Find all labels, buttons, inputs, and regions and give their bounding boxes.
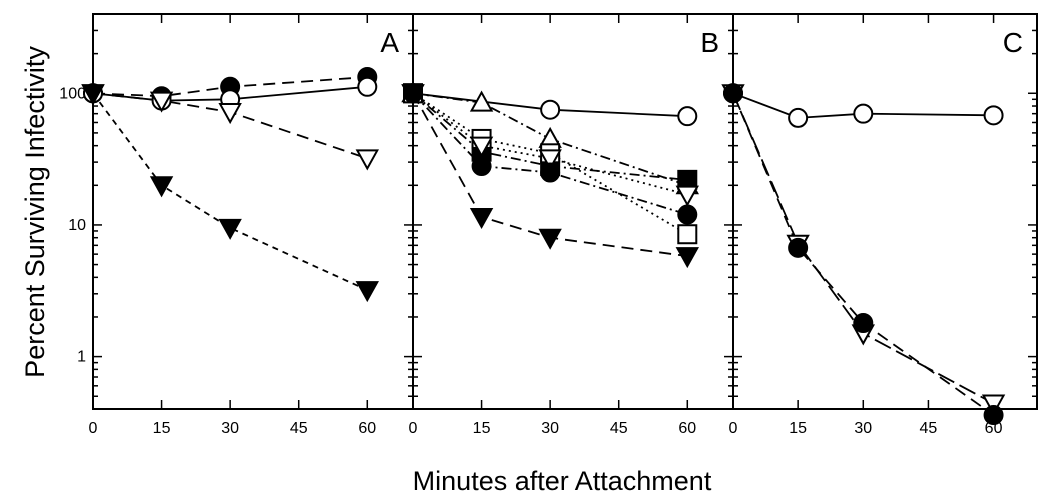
series-line (92, 92, 368, 160)
data-point-triangle-down-open (355, 149, 379, 171)
series-line (412, 92, 688, 181)
x-tick-label: 15 (789, 420, 807, 437)
data-point-triangle-down-open (469, 136, 494, 158)
data-point-triangle-down-filled (538, 228, 562, 250)
series-line (92, 85, 368, 102)
data-point-triangle-down-filled (469, 207, 494, 230)
data-point-circle-filled (471, 156, 492, 177)
data-point-circle-open (853, 103, 874, 124)
data-point-circle-open (540, 99, 561, 120)
x-tick-label: 45 (920, 420, 938, 437)
labels-layer: Percent Surviving Infectivity Minutes af… (20, 46, 712, 496)
panel-letter: A (380, 27, 399, 58)
data-point-triangle-up-open (469, 90, 494, 112)
x-tick-label: 30 (541, 420, 559, 437)
y-axis-title: Percent Surviving Infectivity (20, 46, 50, 378)
series-line (412, 92, 688, 196)
data-point-square-open (677, 224, 698, 245)
data-point-circle-open (788, 107, 809, 128)
x-tick-label: 0 (729, 420, 738, 437)
data-point-triangle-down-filled (675, 247, 699, 269)
series-line (92, 92, 368, 291)
x-tick-label: 45 (290, 420, 308, 437)
series-line (732, 92, 994, 119)
data-point-circle-filled (677, 204, 698, 225)
data-point-triangle-down-open (675, 185, 699, 207)
data-point-circle-open (677, 106, 698, 127)
x-tick-label: 30 (221, 420, 239, 437)
data-point-triangle-down-open (149, 91, 174, 113)
data-point-circle-open (983, 105, 1004, 126)
x-tick-label: 30 (854, 420, 872, 437)
data-point-circle-filled (788, 237, 809, 258)
data-point-triangle-down-open (218, 103, 242, 125)
x-axis-title: Minutes after Attachment (413, 466, 712, 496)
series-line (412, 92, 688, 216)
data-point-triangle-down-filled (81, 84, 105, 106)
y-tick-label: 100 (59, 85, 86, 102)
series-line (732, 92, 995, 416)
series-line (412, 92, 688, 187)
x-tick-label: 15 (153, 420, 171, 437)
panel-b: 0 15 30 45 60 B (401, 13, 734, 437)
panel-frame (732, 13, 1038, 410)
data-point-circle-filled (983, 405, 1004, 426)
data-point-circle-filled (723, 83, 743, 104)
data-point-triangle-down-filled (401, 84, 425, 106)
x-tick-label: 45 (610, 420, 628, 437)
x-tick-label: 60 (985, 420, 1003, 437)
data-point-triangle-down-filled (355, 281, 379, 303)
series-line (92, 76, 368, 98)
y-tick-label: 1 (77, 349, 86, 366)
series-line (732, 92, 995, 405)
data-point-circle-open (357, 76, 378, 97)
x-tick-label: 0 (89, 420, 98, 437)
data-point-triangle-down-filled (149, 176, 174, 198)
x-tick-label: 0 (409, 420, 418, 437)
data-point-circle-filled (853, 312, 874, 333)
data-point-triangle-down-filled (218, 218, 242, 240)
data-point-triangle-down-open (538, 149, 562, 171)
y-tick-label: 10 (68, 217, 86, 234)
panel-letter: B (700, 27, 719, 58)
x-tick-label: 15 (473, 420, 491, 437)
data-point-triangle-down-open (981, 394, 1006, 416)
series-line (412, 92, 688, 257)
panel-letter: C (1003, 27, 1023, 58)
data-point-circle-filled (540, 162, 561, 183)
panel-c: 0 15 30 45 60 C (721, 13, 1038, 437)
x-tick-label: 60 (358, 420, 376, 437)
x-tick-label: 60 (678, 420, 696, 437)
